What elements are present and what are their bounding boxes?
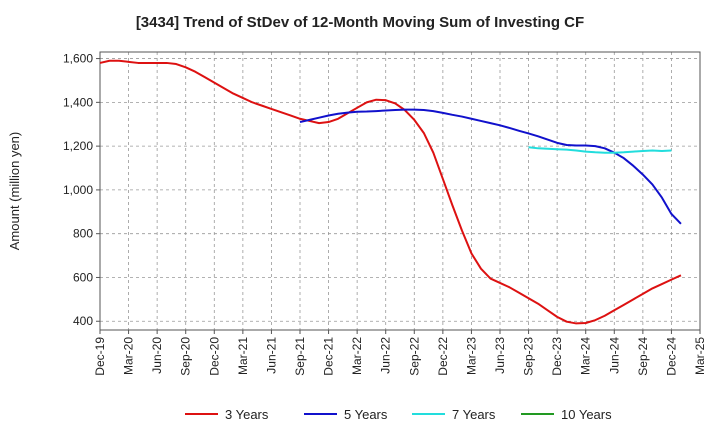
series-line-7-years [528,146,672,154]
y-tick-label: 600 [73,270,93,284]
y-tick-label: 800 [73,227,93,241]
x-tick-label: Sep-23 [522,337,536,376]
x-tick-label: Mar-23 [464,337,478,375]
y-tick-label: 1,400 [63,95,93,109]
x-tick-label: Dec-21 [322,337,336,376]
x-tick-label: Jun-22 [379,337,393,374]
y-tick-label: 1,600 [63,52,93,66]
y-axis: 400 600 800 1,000 1,200 1,400 1,600 [63,52,100,328]
legend: 3 Years 5 Years 7 Years 10 Years [185,407,612,422]
plot-area [99,51,701,331]
x-tick-label: Dec-19 [93,337,107,376]
y-tick-label: 1,000 [63,183,93,197]
x-tick-label: Mar-21 [236,337,250,375]
x-tick-label: Dec-20 [207,337,221,376]
grid [99,52,701,330]
x-tick-label: Jun-23 [493,337,507,374]
y-tick-label: 400 [73,314,93,328]
x-tick-label: Sep-22 [407,337,421,376]
legend-label: 7 Years [452,407,496,422]
x-tick-label: Jun-20 [150,337,164,374]
x-tick-label: Mar-24 [579,337,593,375]
y-tick-label: 1,200 [63,139,93,153]
x-tick-label: Dec-22 [436,337,450,376]
x-tick-label: Dec-24 [664,337,678,376]
legend-label: 5 Years [344,407,388,422]
chart-title: [3434] Trend of StDev of 12-Month Moving… [136,14,584,31]
x-tick-label: Mar-20 [122,337,136,375]
x-tick-label: Sep-24 [636,337,650,376]
legend-label: 10 Years [561,407,612,422]
x-tick-label: Sep-21 [293,337,307,376]
legend-label: 3 Years [225,407,269,422]
series-line-3-years [99,59,682,325]
x-tick-label: Mar-22 [350,337,364,375]
x-tick-label: Dec-23 [550,337,564,376]
x-tick-label: Sep-20 [179,337,193,376]
y-axis-label: Amount (million yen) [7,132,22,251]
series-line-5-years [299,108,682,225]
x-tick-label: Jun-24 [607,337,621,374]
x-axis: Dec-19 Mar-20 Jun-20 Sep-20 Dec-20 Mar-21 Jun-… [93,330,707,376]
x-tick-label: Jun-21 [264,337,278,374]
x-tick-label: Mar-25 [693,337,707,375]
series-layer [99,59,682,325]
